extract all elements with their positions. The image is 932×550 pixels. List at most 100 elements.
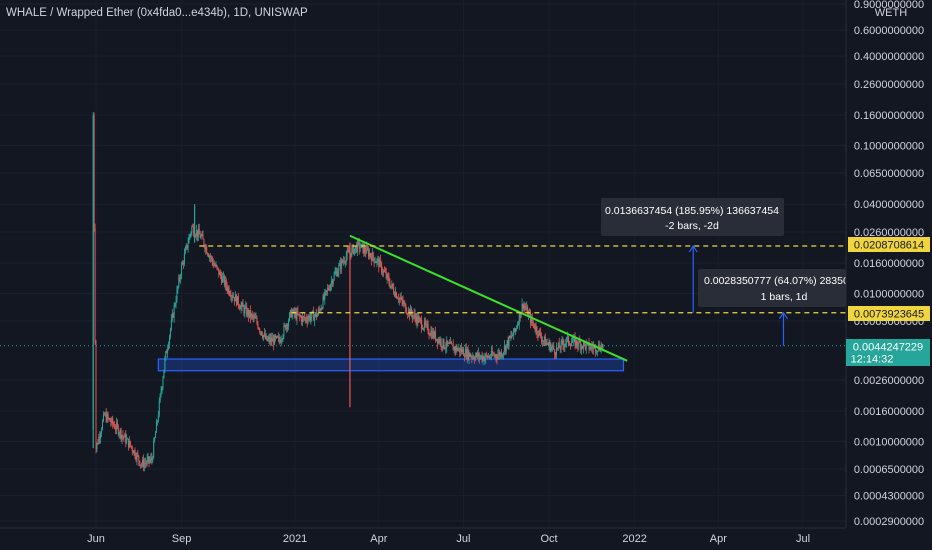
candle-body bbox=[399, 298, 401, 299]
candle-body bbox=[273, 338, 275, 345]
candle-body bbox=[345, 255, 347, 263]
candle-body bbox=[195, 230, 197, 236]
candle-body bbox=[201, 234, 203, 236]
candle-body bbox=[333, 274, 335, 281]
candle-body bbox=[129, 441, 131, 446]
candle-body bbox=[577, 344, 579, 347]
candle-body bbox=[433, 331, 435, 338]
candle-body bbox=[190, 232, 192, 235]
candle-body bbox=[495, 354, 497, 358]
candle-body bbox=[184, 248, 186, 254]
candle-body bbox=[474, 358, 476, 360]
candle-body bbox=[169, 329, 171, 336]
candle-body bbox=[406, 312, 408, 314]
candle-body bbox=[553, 345, 555, 350]
candle-body bbox=[107, 414, 109, 419]
candle-body bbox=[220, 272, 222, 277]
candle-body bbox=[590, 346, 592, 349]
candle-body bbox=[342, 261, 344, 263]
time-axis[interactable]: Jun Sep 2021 Apr Jul Oct 2022 Apr Jul bbox=[87, 533, 810, 545]
candle-body bbox=[337, 272, 339, 277]
candle-body bbox=[560, 341, 562, 349]
candle-body bbox=[554, 349, 556, 355]
candle-body bbox=[255, 318, 257, 319]
candle-body bbox=[470, 356, 472, 358]
candle-body bbox=[335, 271, 337, 273]
upper-level-price-label[interactable]: 0.0208708614 bbox=[848, 237, 930, 252]
candle-body bbox=[585, 343, 587, 350]
candle-body bbox=[173, 305, 175, 318]
arrow-head bbox=[688, 244, 698, 253]
candle-body bbox=[341, 260, 343, 270]
candle-body bbox=[351, 248, 353, 257]
measure-arrow-lower[interactable] bbox=[778, 311, 788, 346]
candle-body bbox=[197, 228, 199, 237]
candle-body bbox=[380, 259, 382, 263]
last-price-label-bg bbox=[846, 339, 930, 366]
candle-body bbox=[182, 262, 184, 265]
candle-body bbox=[514, 328, 516, 332]
candle-body bbox=[549, 341, 551, 351]
measurement-upper-line2: -2 bars, -2d bbox=[665, 220, 719, 232]
candle-body bbox=[369, 253, 371, 257]
candles bbox=[92, 111, 604, 472]
candle-body bbox=[317, 309, 319, 315]
candle-body bbox=[568, 336, 570, 344]
candle-body bbox=[401, 297, 403, 301]
candle-body bbox=[569, 343, 571, 345]
candle-body bbox=[147, 456, 149, 459]
candle-body bbox=[159, 394, 161, 401]
candle-body bbox=[411, 313, 413, 318]
candle-body bbox=[591, 346, 593, 348]
candle-body bbox=[235, 294, 237, 305]
candle-body bbox=[466, 348, 468, 358]
candle-body bbox=[572, 337, 574, 342]
candle-body bbox=[295, 311, 297, 320]
candle-body bbox=[289, 309, 291, 314]
descending-trendline[interactable] bbox=[349, 234, 628, 362]
support-zone-box[interactable] bbox=[157, 358, 625, 372]
candle-body bbox=[278, 336, 280, 341]
candle-body bbox=[130, 445, 132, 448]
candle-body bbox=[344, 262, 346, 263]
measurement-box-lower[interactable]: 0.0028350777 (64.07%) 283507 1 bars, 1d bbox=[698, 269, 855, 307]
candle-body bbox=[171, 313, 173, 320]
candle-body bbox=[512, 335, 514, 337]
candle-body bbox=[457, 349, 459, 351]
candle-body bbox=[398, 298, 400, 301]
candle-body bbox=[505, 344, 507, 352]
candle-body bbox=[325, 290, 327, 292]
candle-body bbox=[202, 234, 204, 240]
last-price-label[interactable]: 0.0044247229 12:14:32 bbox=[846, 339, 930, 366]
candle-body bbox=[490, 350, 492, 358]
candle-body bbox=[582, 345, 584, 349]
candle-body bbox=[532, 322, 534, 324]
candle-body bbox=[352, 245, 354, 249]
candle-body bbox=[154, 438, 156, 442]
candle-body bbox=[475, 355, 477, 360]
candle-body bbox=[121, 435, 123, 439]
candle-body bbox=[218, 268, 220, 275]
candle-body bbox=[230, 295, 232, 298]
candle-body bbox=[215, 265, 217, 267]
candle-body bbox=[464, 348, 466, 357]
candle-body bbox=[400, 297, 402, 299]
candle-body bbox=[575, 340, 577, 347]
candle-body bbox=[140, 464, 142, 466]
time-tick-label: Jul bbox=[456, 533, 470, 545]
measurement-upper-line1: 0.0136637454 (185.95%) 136637454 bbox=[605, 205, 779, 217]
time-tick-label: Sep bbox=[172, 533, 192, 545]
lower-level-price-label[interactable]: 0.0073923645 bbox=[848, 306, 930, 321]
measure-arrow-upper[interactable] bbox=[688, 244, 698, 313]
candle-body bbox=[137, 453, 139, 456]
candle-body bbox=[303, 317, 305, 319]
candle-body bbox=[172, 313, 174, 318]
candle-body bbox=[576, 340, 578, 345]
candle-body bbox=[100, 433, 102, 439]
candle-body bbox=[158, 400, 160, 416]
candle-body bbox=[161, 387, 163, 392]
candle-body bbox=[241, 303, 243, 306]
measurement-box-upper[interactable]: 0.0136637454 (185.95%) 136637454 -2 bars… bbox=[601, 198, 784, 236]
candle-body bbox=[203, 239, 205, 246]
